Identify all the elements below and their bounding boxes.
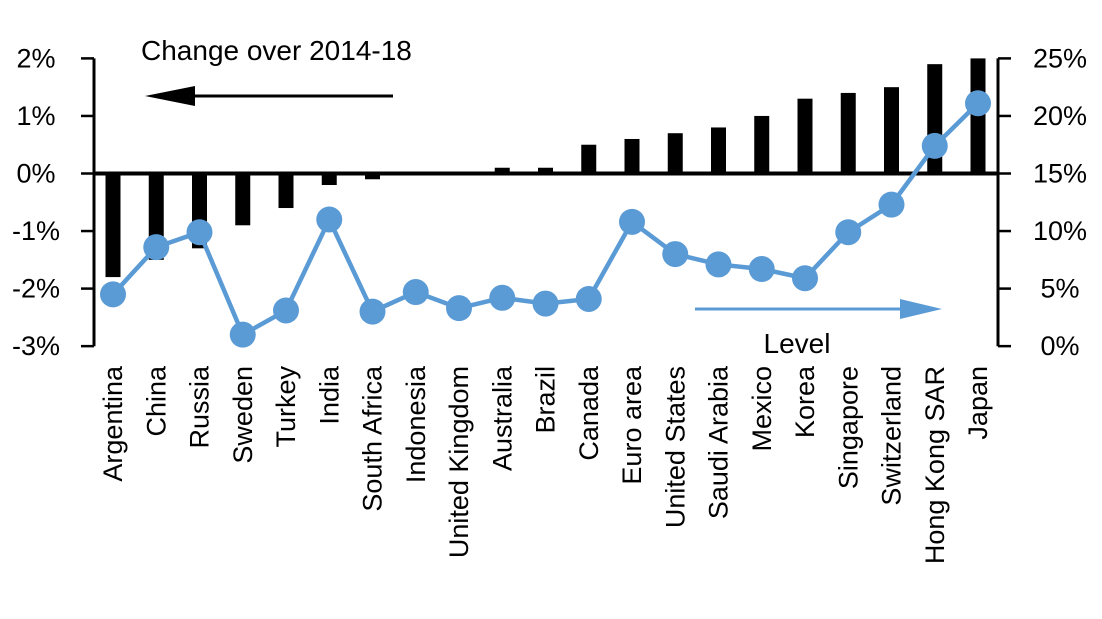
category-label: Singapore — [833, 366, 863, 489]
line-point — [489, 284, 516, 311]
line-point — [619, 208, 645, 235]
line-point — [316, 206, 343, 233]
line-point — [143, 234, 170, 261]
right-axis-tick-label: 10% — [1033, 216, 1087, 246]
right-axis-tick-label: 5% — [1040, 274, 1079, 304]
bar — [754, 115, 770, 174]
right-arrow-head-icon — [900, 299, 942, 319]
category-label: Brazil — [531, 366, 561, 434]
line-point — [575, 285, 602, 312]
category-label: Australia — [487, 365, 517, 471]
line-point — [965, 90, 991, 117]
category-label: Switzerland — [877, 366, 907, 506]
line-point — [662, 241, 689, 268]
line-series-label: Level — [763, 328, 831, 359]
category-label: Korea — [790, 365, 820, 438]
bar-series-label: Change over 2014-18 — [141, 35, 412, 66]
category-label: Japan — [963, 366, 993, 440]
category-label: Mexico — [747, 366, 777, 452]
category-label: Argentina — [98, 365, 128, 482]
category-label: South Africa — [358, 365, 388, 512]
line-point — [402, 279, 429, 306]
line-point — [273, 297, 299, 324]
line-point — [359, 298, 386, 325]
bar — [365, 173, 380, 180]
left-axis-tick-label: 1% — [16, 101, 55, 131]
bar — [840, 92, 856, 174]
category-label: China — [141, 365, 171, 437]
right-axis-tick-label: 25% — [1033, 43, 1087, 73]
bar — [538, 167, 553, 174]
right-axis-tick-label: 0% — [1040, 331, 1079, 361]
category-label: Saudi Arabia — [704, 365, 734, 519]
line-point — [792, 265, 818, 292]
category-label: Sweden — [228, 366, 258, 464]
category-label: Turkey — [271, 366, 301, 448]
line-point — [100, 281, 126, 308]
bar — [711, 127, 726, 174]
category-label: Indonesia — [401, 365, 431, 483]
bar — [581, 144, 597, 174]
line-point — [705, 251, 732, 278]
left-arrow-head-icon — [145, 86, 195, 106]
line-point — [532, 290, 559, 317]
category-label: United States — [660, 366, 690, 528]
left-axis-tick-label: 0% — [16, 159, 55, 189]
bar — [494, 167, 510, 174]
left-axis-tick-label: -3% — [12, 331, 60, 361]
right-axis-tick-label: 15% — [1033, 159, 1087, 189]
line-point — [446, 295, 472, 322]
category-label: Euro area — [617, 365, 647, 485]
bar — [235, 173, 251, 226]
right-axis-tick-label: 20% — [1033, 101, 1087, 131]
line-point — [835, 219, 862, 246]
line-point — [229, 321, 256, 348]
bar — [278, 173, 294, 209]
line-point — [186, 219, 213, 246]
bar — [624, 138, 640, 174]
bar — [105, 173, 121, 278]
bar — [321, 173, 337, 186]
category-label: United Kingdom — [444, 366, 474, 558]
category-label: Canada — [574, 365, 604, 461]
category-label: Russia — [185, 365, 215, 449]
left-axis-tick-label: -1% — [12, 216, 60, 246]
category-label: India — [314, 365, 344, 425]
bar — [797, 98, 813, 174]
line-point — [921, 132, 948, 159]
left-axis-tick-label: -2% — [12, 274, 60, 304]
line-point — [748, 256, 775, 283]
bar — [884, 87, 899, 174]
bar — [667, 133, 683, 174]
category-label: Hong Kong SAR — [920, 366, 950, 564]
line-point — [878, 191, 905, 218]
left-axis-tick-label: 2% — [16, 43, 55, 73]
